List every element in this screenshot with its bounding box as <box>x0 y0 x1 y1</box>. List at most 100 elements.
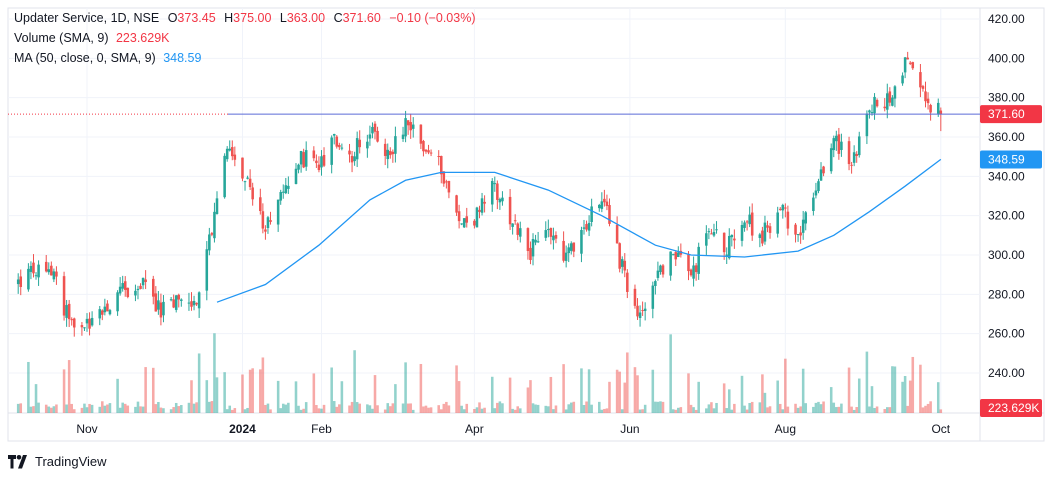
candle-body <box>855 153 858 156</box>
volume-bar <box>83 403 86 413</box>
candle-body <box>34 275 38 277</box>
candle-body <box>623 260 627 271</box>
candle-body <box>526 228 530 252</box>
price-tick-label: 360.00 <box>988 130 1025 144</box>
volume-bar <box>694 409 698 413</box>
volume-bar <box>669 334 672 413</box>
volume-bar <box>180 405 183 413</box>
volume-bar <box>62 369 66 413</box>
candle-body <box>355 138 359 160</box>
candle-body <box>829 148 833 172</box>
volume-bar <box>643 404 647 413</box>
candle-body <box>320 156 323 168</box>
volume-bar <box>401 403 405 413</box>
volume-bar <box>108 403 112 413</box>
candle-body <box>677 252 680 257</box>
volume-bar <box>174 402 178 413</box>
candle-body <box>190 301 193 307</box>
candle-body <box>768 226 772 233</box>
candle-body <box>144 279 147 283</box>
candle-body <box>192 300 196 306</box>
volume-bar <box>544 405 548 413</box>
candle-body <box>136 288 140 291</box>
candle-body <box>633 288 637 306</box>
volume-bar <box>195 402 198 413</box>
candle-body <box>126 287 130 297</box>
candle-body <box>870 112 874 114</box>
candle-body <box>29 265 33 272</box>
volume-bar <box>118 407 122 413</box>
volume-bar <box>901 381 904 413</box>
candle-body <box>840 141 843 150</box>
candle-body <box>445 181 448 183</box>
candle-body <box>172 299 175 308</box>
volume-bar <box>215 377 219 413</box>
volume-bar <box>225 409 229 413</box>
volume-bar <box>654 401 657 413</box>
legend-c-label: C <box>333 11 343 25</box>
candle-body <box>669 251 672 276</box>
candle-body <box>427 150 430 153</box>
volume-bar <box>223 372 226 413</box>
candle-body <box>406 120 410 126</box>
volume-bar <box>776 380 779 413</box>
candle-body <box>804 212 808 224</box>
candle-body <box>455 195 458 213</box>
volume-bar <box>633 367 637 413</box>
candle-body <box>457 211 461 222</box>
candle-body <box>748 214 751 225</box>
candle-body <box>636 305 639 317</box>
candle-body <box>687 253 690 272</box>
candle-body <box>819 169 823 181</box>
volume-bar <box>768 406 772 413</box>
candle-body <box>598 204 601 209</box>
volume-bar <box>850 406 853 413</box>
candle-body <box>513 220 517 222</box>
volume-bar <box>727 389 731 413</box>
volume-bar <box>725 408 728 413</box>
candle-body <box>462 218 466 228</box>
candle-body <box>511 223 514 227</box>
time-tick-label: Jun <box>620 422 639 436</box>
volume-bar <box>177 406 181 413</box>
volume-bar <box>34 384 38 413</box>
volume-bar <box>687 373 690 413</box>
volume-bar <box>297 405 300 413</box>
candle-body <box>335 136 339 147</box>
candle-body <box>141 277 145 286</box>
candle-body <box>694 265 698 273</box>
volume-bar <box>852 409 856 413</box>
candle-body <box>730 234 734 238</box>
candle-body <box>572 242 576 252</box>
volume-bar <box>832 402 836 413</box>
volume-bar <box>478 402 481 413</box>
legend-volume-label: Volume (SMA, 9) <box>14 31 109 45</box>
candle-body <box>134 290 137 296</box>
volume-bar <box>358 403 361 413</box>
candle-body <box>784 207 787 209</box>
volume-bar <box>106 404 109 413</box>
tradingview-branding[interactable]: TradingView <box>8 454 107 469</box>
candle-body <box>799 232 802 236</box>
volume-bar <box>439 409 443 413</box>
candle-body <box>733 238 736 241</box>
volume-bar <box>90 404 94 413</box>
legend-volume-value: 223.629K <box>115 31 170 45</box>
volume-bar <box>778 403 782 413</box>
volume-bar <box>320 408 323 413</box>
candle-body <box>835 135 838 142</box>
volume-bar <box>279 408 282 413</box>
volume-bar <box>141 406 145 413</box>
last-price-tag-bg <box>980 105 1042 124</box>
candle-body <box>715 229 718 231</box>
candle-body <box>590 206 593 223</box>
volume-bar <box>353 350 356 413</box>
volume-bar <box>692 407 695 413</box>
volume-bar <box>276 380 280 413</box>
volume-bar <box>567 404 570 413</box>
volume-bar <box>16 403 20 413</box>
candle-body <box>605 201 609 207</box>
volume-bar <box>814 402 818 413</box>
